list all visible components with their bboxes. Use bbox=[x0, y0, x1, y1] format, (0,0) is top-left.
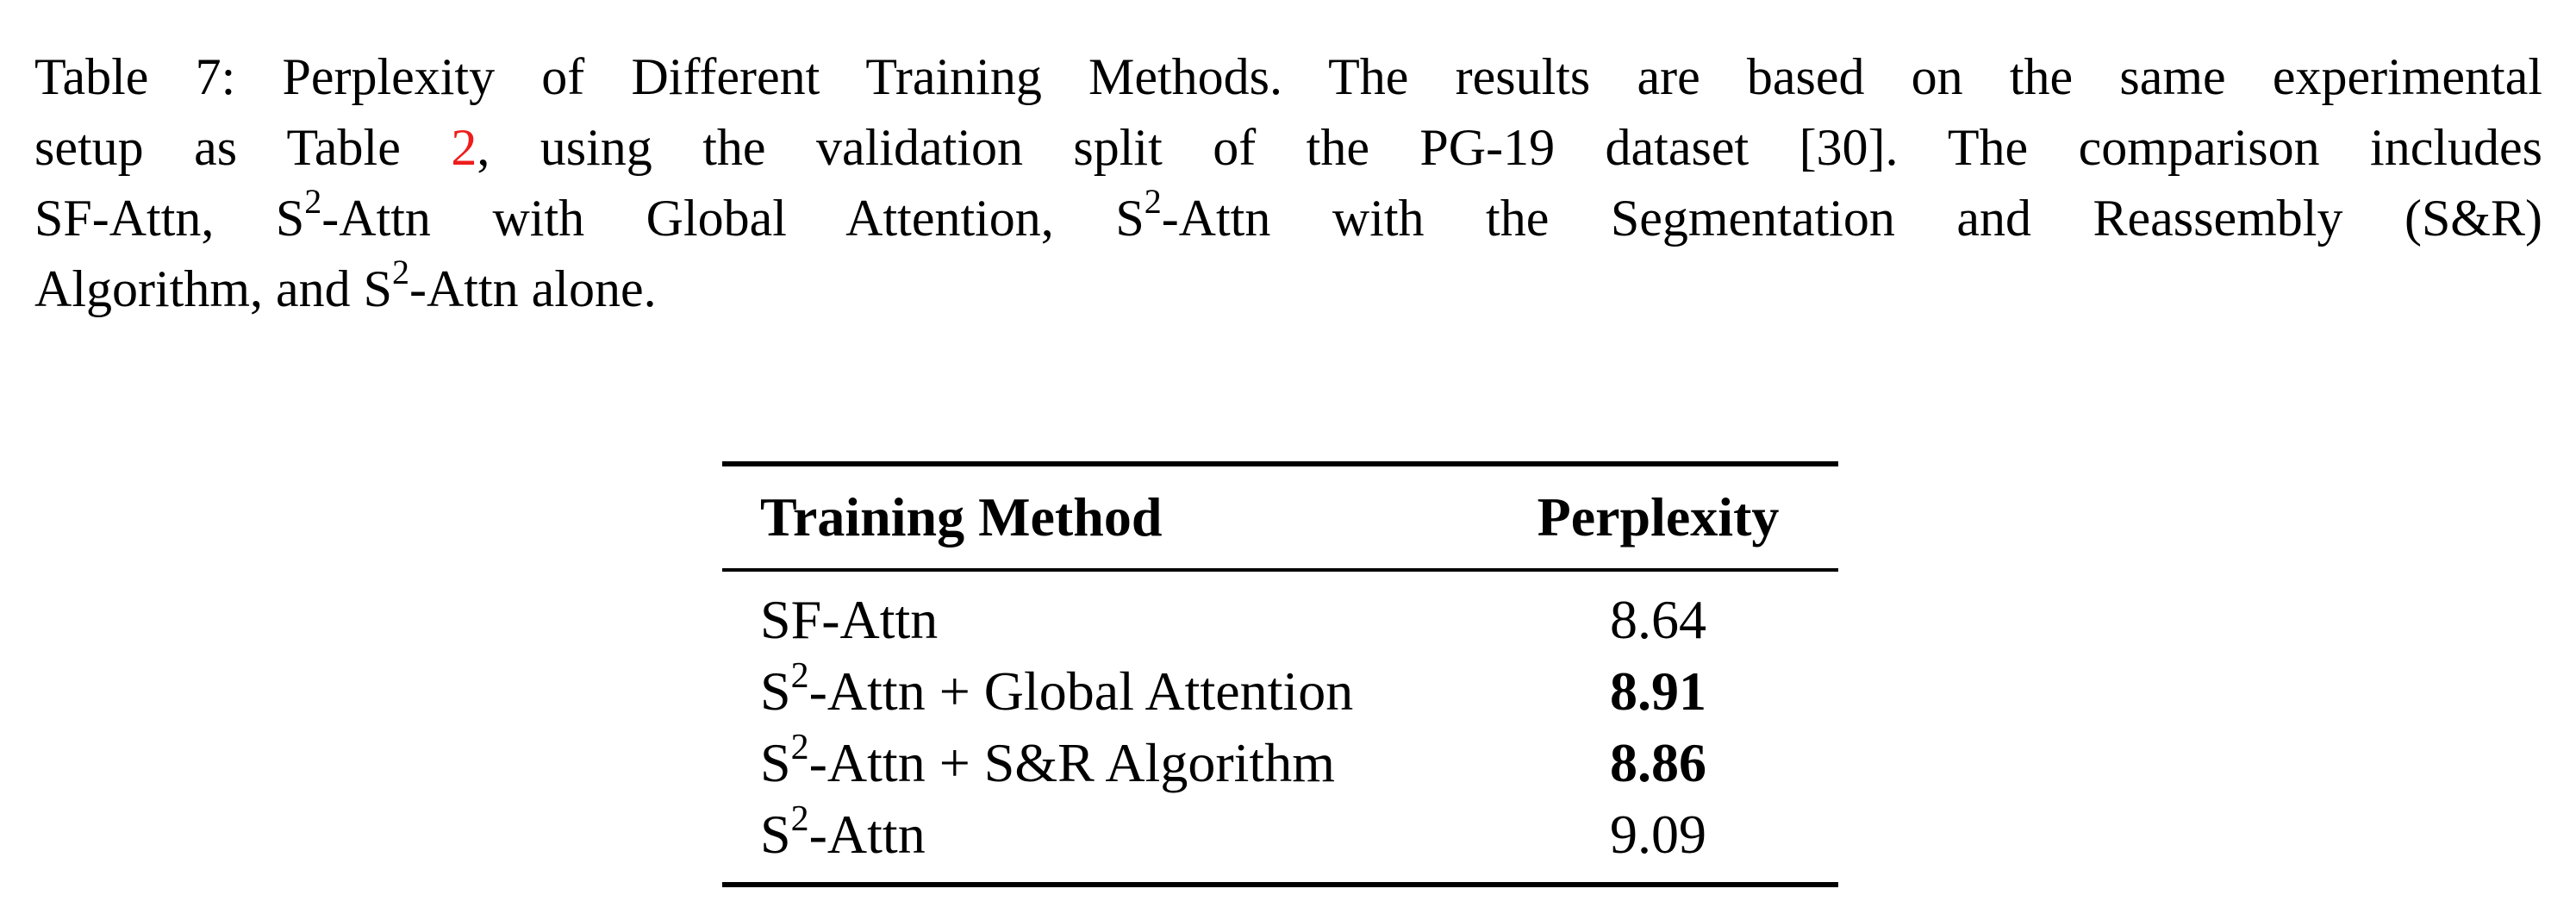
table-row: S2-Attn + S&R Algorithm 8.86 bbox=[722, 727, 1838, 798]
perplexity-cell: 8.64 bbox=[1610, 589, 1706, 650]
header-perplexity: Perplexity bbox=[1537, 486, 1780, 548]
caption-line-4: Algorithm, and S2-Attn alone. bbox=[34, 253, 657, 318]
training-method-cell: S2-Attn + S&R Algorithm bbox=[760, 728, 1335, 793]
caption-line-2: setup as Table 2, using the validation s… bbox=[34, 119, 2542, 176]
caption-label: Table 7: bbox=[34, 48, 236, 105]
table-caption: Table 7: Perplexity of Different Trainin… bbox=[34, 41, 2542, 324]
training-method-cell: SF-Attn bbox=[760, 589, 939, 650]
perplexity-table: Training Method Perplexity SF-Attn 8.64 S2… bbox=[722, 461, 1838, 887]
caption-line-1: Table 7: Perplexity of Different Trainin… bbox=[34, 48, 2543, 105]
perplexity-cell: 8.91 bbox=[1610, 660, 1706, 722]
table-row: S2-Attn 9.09 bbox=[722, 798, 1838, 885]
header-training-method: Training Method bbox=[760, 486, 1163, 548]
table-row: S2-Attn + Global Attention 8.91 bbox=[722, 655, 1838, 727]
training-method-cell: S2-Attn bbox=[760, 799, 926, 865]
perplexity-cell: 9.09 bbox=[1610, 804, 1706, 865]
table-body: SF-Attn 8.64 S2-Attn + Global Attention 8.9… bbox=[722, 570, 1838, 885]
training-method-cell: S2-Attn + Global Attention bbox=[760, 656, 1354, 722]
table-header-row: Training Method Perplexity bbox=[722, 464, 1838, 570]
table-row: SF-Attn 8.64 bbox=[722, 570, 1838, 655]
caption-line-3: SF-Attn, S2-Attn with Global Attention, … bbox=[34, 182, 2542, 247]
perplexity-cell: 8.86 bbox=[1610, 732, 1706, 793]
table-reference-link[interactable]: 2 bbox=[451, 119, 477, 176]
